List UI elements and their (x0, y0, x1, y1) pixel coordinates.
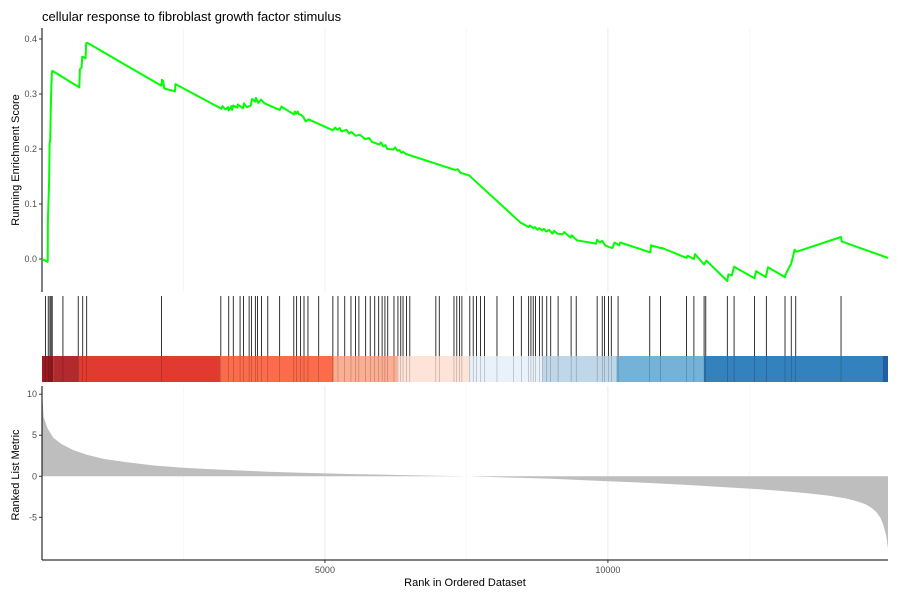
color-bar-segment (616, 356, 705, 382)
es-y-tick-label: 0.1 (24, 199, 37, 209)
color-bar-segment (333, 356, 398, 382)
enrichment-ylabel: Running Enrichment Score (10, 94, 22, 225)
color-bar-segment (469, 356, 543, 382)
x-tick-label: 5000 (315, 565, 335, 575)
color-bar-segment (882, 356, 888, 382)
x-axis-title: Rank in Ordered Dataset (404, 577, 526, 589)
enrichment-panel: 0.0 0.1 0.2 0.3 0.4 Running Enrichment Score (10, 28, 889, 292)
es-y-tick-label: 0.2 (24, 144, 37, 154)
ranked-panel: -5 0 5 10 Ranked List Metric 5000 10000 Rank… (10, 386, 888, 589)
rk-y-tick-label: 0 (32, 471, 37, 481)
es-y-tick-label: 0.0 (24, 254, 37, 264)
ranked-metric-area (42, 392, 888, 549)
color-bar-segment (542, 356, 617, 382)
color-bar-segment (704, 356, 883, 382)
rk-y-tick-label: 5 (32, 430, 37, 440)
ranked-ylabel: Ranked List Metric (10, 429, 22, 521)
rk-y-tick-label: 10 (27, 389, 37, 399)
color-bar-segment (220, 356, 334, 382)
color-bar-segment (397, 356, 470, 382)
running-enrichment-score-line (41, 41, 889, 282)
es-y-tick-label: 0.3 (24, 89, 37, 99)
chart-title: cellular response to fibroblast growth f… (42, 9, 342, 24)
color-bar-segment (42, 356, 54, 382)
rk-y-tick-label: -5 (29, 512, 37, 522)
color-bar-segment (53, 356, 79, 382)
x-tick-label: 10000 (595, 565, 620, 575)
es-y-tick-label: 0.4 (24, 34, 37, 44)
hits-panel (42, 296, 888, 382)
color-bar-segment (78, 356, 221, 382)
